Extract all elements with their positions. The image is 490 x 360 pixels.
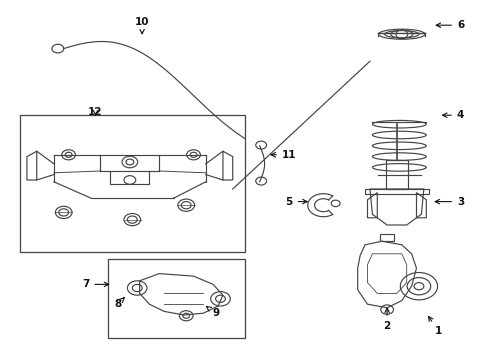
Text: 2: 2 <box>384 308 391 331</box>
Text: 5: 5 <box>286 197 307 207</box>
Text: 8: 8 <box>114 298 124 309</box>
Text: 1: 1 <box>429 316 442 336</box>
Text: 9: 9 <box>206 306 219 318</box>
Bar <box>20 115 245 252</box>
Text: 4: 4 <box>442 110 465 120</box>
Text: 3: 3 <box>435 197 464 207</box>
Text: 7: 7 <box>82 279 109 289</box>
Bar <box>108 259 245 338</box>
Text: 10: 10 <box>135 17 149 34</box>
Text: 12: 12 <box>88 107 103 117</box>
Text: 6: 6 <box>436 20 464 30</box>
Text: 11: 11 <box>271 150 296 160</box>
